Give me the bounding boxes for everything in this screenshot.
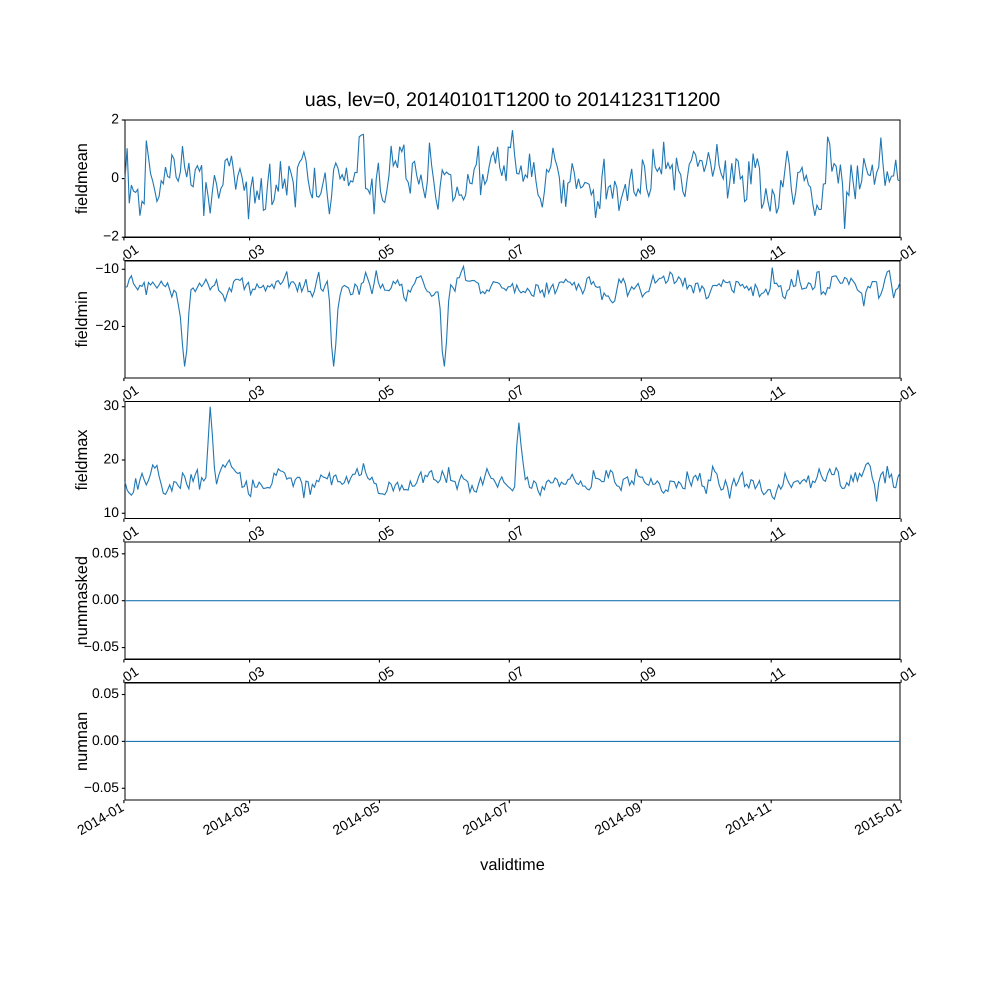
svg-text:0.05: 0.05 <box>92 544 119 560</box>
svg-text:fieldmin: fieldmin <box>73 291 91 347</box>
svg-text:−0.05: −0.05 <box>84 779 119 795</box>
svg-text:−10: −10 <box>95 260 119 276</box>
svg-text:−2: −2 <box>103 228 119 244</box>
svg-text:0.00: 0.00 <box>92 591 119 607</box>
svg-text:30: 30 <box>104 397 120 413</box>
svg-text:2: 2 <box>111 111 119 127</box>
svg-text:numnan: numnan <box>73 712 91 771</box>
svg-text:0.05: 0.05 <box>92 685 119 701</box>
svg-text:0: 0 <box>111 169 119 185</box>
svg-text:10: 10 <box>104 504 120 520</box>
svg-text:validtime: validtime <box>480 856 545 874</box>
svg-text:−20: −20 <box>95 317 119 333</box>
svg-text:nummasked: nummasked <box>73 556 91 645</box>
svg-text:20: 20 <box>104 451 120 467</box>
svg-text:fieldmean: fieldmean <box>73 143 91 214</box>
svg-text:0.00: 0.00 <box>92 732 119 748</box>
svg-text:uas, lev=0, 20140101T1200 to 2: uas, lev=0, 20140101T1200 to 20141231T12… <box>305 89 720 111</box>
svg-text:fieldmax: fieldmax <box>73 429 91 491</box>
